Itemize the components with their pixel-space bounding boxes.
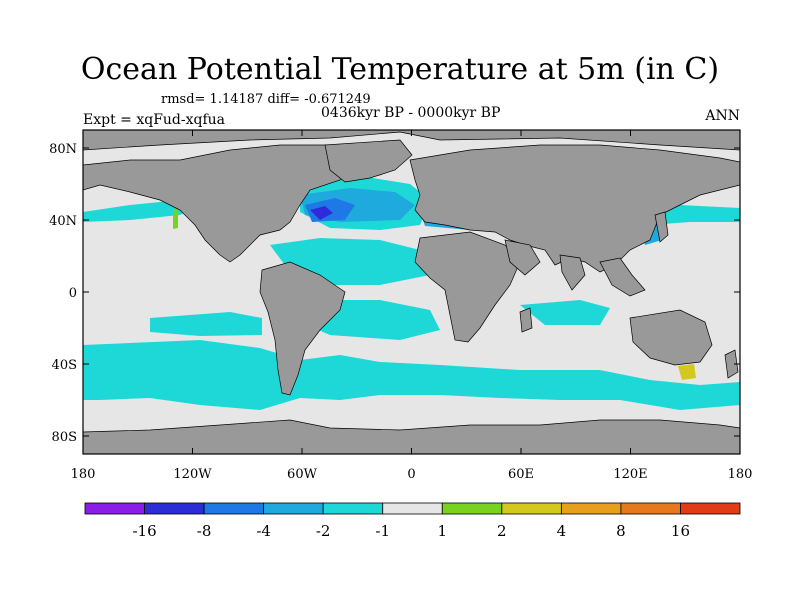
lat-tick-label: 40N (49, 214, 77, 229)
north-atlantic-cooling-max (310, 206, 333, 220)
lon-tick-label: 0 (407, 467, 415, 482)
colorbar-label: 16 (671, 522, 690, 540)
north-america-land (83, 144, 361, 263)
colorbar-label: 8 (616, 522, 626, 540)
lat-tick-label: 0 (69, 286, 77, 301)
season-label: ANN (705, 108, 740, 124)
arabia-land (504, 239, 541, 276)
colorbar-swatch (382, 502, 443, 515)
longitude-axis: 180 120W 60W 0 60E 120E 180 (71, 130, 753, 482)
indian-ocean-cooling (520, 300, 610, 325)
colorbar: -16 -8 -4 -2 -1 1 2 4 8 16 (84, 502, 741, 540)
colorbar-label: -2 (316, 522, 331, 540)
colorbar-label: -16 (132, 522, 156, 540)
colorbar-label: -1 (375, 522, 390, 540)
lat-tick-label: 40S (52, 358, 77, 373)
colorbar-label: 2 (497, 522, 507, 540)
japan-land (654, 211, 669, 243)
colorbar-label: 4 (557, 522, 567, 540)
lat-tick-label: 80S (52, 430, 77, 445)
land-layer (83, 130, 740, 454)
colorbar-swatch (441, 502, 503, 515)
india-land (559, 254, 586, 291)
lon-tick-label: 180 (71, 467, 96, 482)
australia-land (629, 309, 713, 366)
stats-text: rmsd= 1.14187 diff= -0.671249 (161, 92, 371, 107)
lon-tick-label: 120E (613, 467, 647, 482)
colorbar-swatch (501, 502, 562, 515)
colorbar-label: -8 (197, 522, 212, 540)
colorbar-swatch (263, 502, 324, 515)
greenland-land (324, 139, 413, 183)
map-title: Ocean Potential Temperature at 5m (in C) (80, 52, 720, 87)
colorbar-swatch (322, 502, 384, 515)
antarctica-land (83, 419, 740, 454)
colorbar-swatch (620, 502, 681, 515)
colorbar-swatch (203, 502, 265, 515)
colorbar-swatch (680, 502, 741, 515)
lat-tick-label: 80N (49, 142, 77, 157)
lon-tick-label: 60W (287, 467, 318, 482)
south-america-land (259, 261, 346, 396)
colorbar-swatch (144, 502, 205, 515)
madagascar-land (519, 307, 533, 333)
anomaly-layer (83, 168, 740, 410)
period-text: 0436kyr BP - 0000kyr BP (321, 105, 501, 121)
lon-tick-label: 60E (508, 467, 534, 482)
southeast-asia-land (599, 257, 646, 297)
warm-patch-north-pacific (173, 208, 178, 229)
colorbar-label: 1 (437, 522, 447, 540)
lon-tick-label: 120W (173, 467, 212, 482)
colorbar-swatch (84, 502, 145, 515)
arctic-ice-land (83, 130, 740, 151)
latitude-axis: 80N 40N 0 40S 80S (49, 142, 740, 445)
south-pacific-band (150, 312, 262, 336)
colorbar-swatch (560, 502, 622, 515)
warm-patch-tasmania (678, 364, 696, 380)
europe-asia-land (409, 144, 740, 273)
colorbar-label: -4 (256, 522, 271, 540)
southern-ocean-cooling (83, 340, 740, 410)
experiment-label: Expt = xqFud-xqfua (83, 112, 226, 128)
lon-tick-label: 180 (728, 467, 753, 482)
new-zealand-land (724, 349, 739, 379)
